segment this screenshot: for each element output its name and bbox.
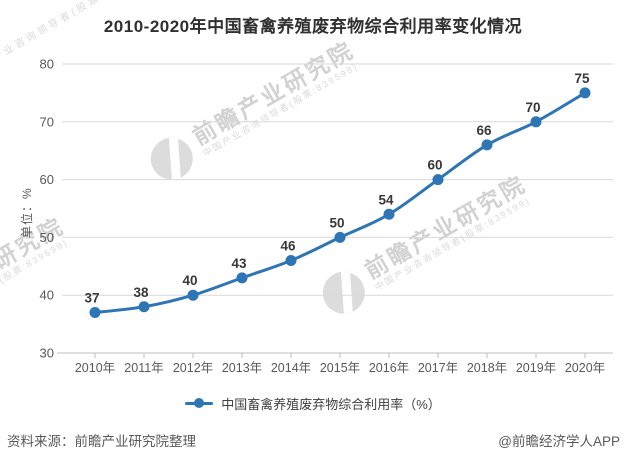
legend: 中国畜禽养殖废弃物综合利用率（%）	[0, 394, 626, 412]
legend-line-marker-icon	[185, 398, 214, 408]
data-label: 46	[280, 239, 296, 254]
series-line	[93, 91, 587, 315]
y-tick-label: 40	[40, 288, 54, 303]
data-label: 54	[378, 192, 394, 207]
data-label: 60	[427, 158, 442, 173]
data-label: 75	[574, 71, 590, 86]
data-point	[383, 208, 395, 220]
x-tick-label: 2016年	[369, 361, 409, 375]
x-tick-label: 2015年	[320, 361, 360, 375]
chart-title: 2010-2020年中国畜禽养殖废弃物综合利用率变化情况	[103, 17, 523, 36]
data-label: 43	[231, 256, 247, 271]
y-tick-label: 70	[40, 114, 54, 129]
y-tick-label: 60	[40, 172, 54, 187]
data-label: 38	[133, 285, 149, 300]
data-point	[187, 289, 199, 301]
y-tick-label: 50	[40, 230, 54, 245]
data-point	[334, 231, 346, 243]
x-tick-label: 2013年	[222, 361, 262, 375]
x-tick-label: 2020年	[565, 361, 605, 375]
data-point	[432, 174, 444, 186]
data-point	[285, 255, 297, 267]
data-label: 50	[329, 215, 344, 230]
data-point	[579, 87, 591, 99]
x-tick-label: 2010年	[75, 361, 115, 375]
legend-dot-icon	[194, 398, 205, 408]
data-label: 66	[476, 123, 492, 138]
x-tick-label: 2014年	[271, 361, 311, 375]
data-point	[138, 301, 150, 313]
x-tick-label: 2012年	[173, 361, 213, 375]
data-label: 40	[182, 273, 197, 288]
x-tick-label: 2017年	[418, 361, 458, 375]
y-tick-label: 30	[40, 346, 54, 361]
y-tick-label: 80	[40, 57, 54, 72]
data-point	[481, 139, 493, 151]
data-label: 37	[84, 291, 99, 306]
data-point	[89, 307, 101, 319]
footer: 资料来源：前瞻产业研究院整理 @前瞻经济学人APP	[0, 430, 626, 450]
credit-text: @前瞻经济学人APP	[498, 434, 620, 449]
data-point	[530, 116, 542, 128]
x-tick-label: 2018年	[467, 361, 507, 375]
source-text: 资料来源：前瞻产业研究院整理	[7, 434, 196, 449]
legend-label: 中国畜禽养殖废弃物综合利用率（%）	[221, 396, 441, 412]
x-tick-label: 2011年	[124, 361, 163, 375]
data-label: 70	[525, 100, 540, 115]
x-tick-label: 2019年	[516, 361, 556, 375]
data-point	[236, 272, 248, 284]
